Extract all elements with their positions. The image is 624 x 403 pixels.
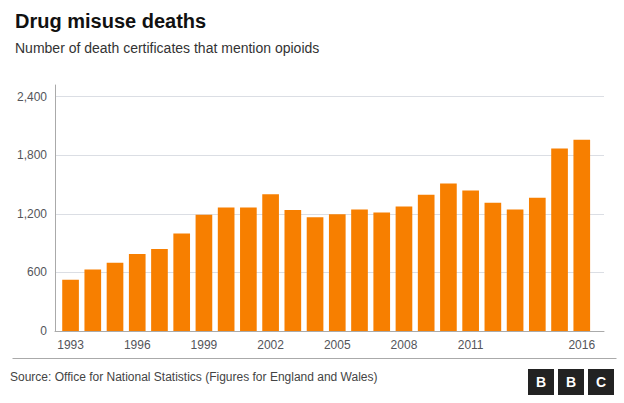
svg-text:B: B — [566, 374, 576, 390]
svg-text:2005: 2005 — [324, 338, 351, 352]
svg-text:2002: 2002 — [257, 338, 284, 352]
svg-text:2,400: 2,400 — [17, 90, 47, 104]
svg-text:Source: Office for National St: Source: Office for National Statistics (… — [10, 370, 378, 384]
svg-text:Drug misuse deaths: Drug misuse deaths — [15, 10, 206, 32]
svg-text:B: B — [536, 374, 546, 390]
svg-text:2016: 2016 — [568, 338, 595, 352]
svg-text:1,200: 1,200 — [17, 207, 47, 221]
svg-text:C: C — [596, 374, 606, 390]
svg-text:600: 600 — [27, 265, 47, 279]
svg-text:2011: 2011 — [458, 338, 484, 352]
svg-text:Number of death certificates t: Number of death certificates that mentio… — [15, 40, 319, 56]
svg-text:1,800: 1,800 — [17, 148, 47, 162]
svg-text:1996: 1996 — [124, 338, 151, 352]
svg-text:2008: 2008 — [391, 338, 418, 352]
svg-text:1999: 1999 — [191, 338, 218, 352]
svg-text:0: 0 — [40, 324, 47, 338]
svg-text:1993: 1993 — [57, 338, 84, 352]
